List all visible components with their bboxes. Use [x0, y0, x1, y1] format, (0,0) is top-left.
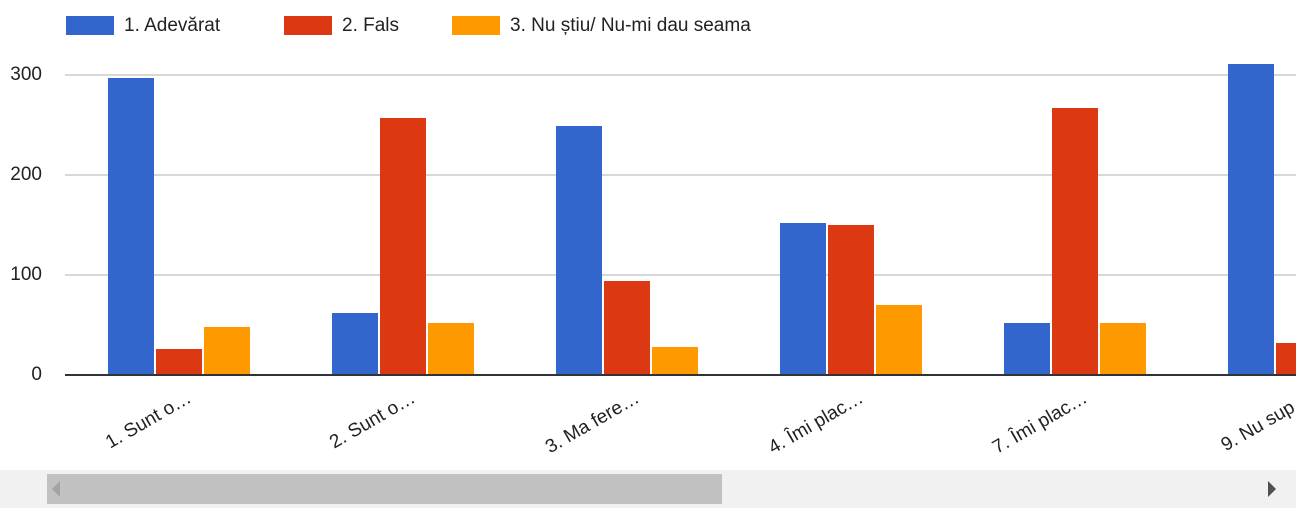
bar: [780, 223, 826, 375]
y-tick-label: 200: [10, 164, 42, 185]
scroll-thumb[interactable]: [47, 474, 722, 504]
bar: [1052, 108, 1098, 375]
bar: [332, 313, 378, 375]
x-tick-label: 4. Îmi plac…: [765, 387, 867, 459]
x-tick-label: 9. Nu sup…: [1218, 387, 1296, 455]
x-tick-label: 1. Sunt o…: [102, 387, 195, 453]
legend-label: 1. Adevărat: [124, 15, 221, 36]
scroll-right[interactable]: [1268, 481, 1276, 497]
y-tick-label: 0: [31, 364, 42, 385]
legend-swatch: [284, 16, 332, 35]
bar: [876, 305, 922, 375]
scroll-left[interactable]: [52, 481, 60, 497]
bar: [556, 126, 602, 375]
bar: [380, 118, 426, 375]
bar: [652, 347, 698, 375]
bar: [428, 323, 474, 375]
bar: [1276, 343, 1296, 375]
x-tick-label: 2. Sunt o…: [326, 387, 419, 453]
y-tick-label: 300: [10, 64, 42, 85]
bar: [108, 78, 154, 375]
scrollbar: [0, 470, 1296, 508]
legend-swatch: [452, 16, 500, 35]
legend-swatch: [66, 16, 114, 35]
y-tick-label: 100: [10, 264, 42, 285]
bar: [1100, 323, 1146, 375]
bar: [828, 225, 874, 375]
bar: [204, 327, 250, 375]
bar: [156, 349, 202, 375]
bar: [1004, 323, 1050, 375]
bar: [1228, 64, 1274, 375]
bar: [604, 281, 650, 375]
legend-label: 2. Fals: [342, 15, 399, 36]
legend-label: 3. Nu știu/ Nu-mi dau seama: [510, 15, 751, 36]
x-tick-label: 7. Îmi plac…: [989, 387, 1091, 459]
x-tick-label: 3. Ma fere…: [542, 387, 643, 457]
